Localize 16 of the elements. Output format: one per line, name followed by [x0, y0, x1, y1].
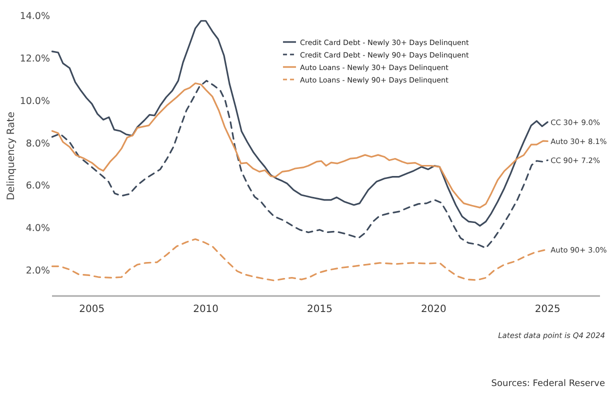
y-tick-label: 8.0% [26, 138, 50, 150]
y-axis-title: Delinquency Rate [6, 112, 17, 200]
source-note: Sources: Federal Reserve [491, 379, 606, 389]
x-tick-label: 2005 [79, 304, 105, 316]
y-tick-label: 10.0% [20, 96, 50, 107]
y-tick-label: 6.0% [26, 180, 50, 192]
line-series [51, 20, 548, 227]
x-tick-label: 2015 [307, 304, 332, 316]
x-tick-label: 2010 [193, 304, 219, 316]
x-tick-label: 2025 [534, 304, 560, 316]
y-tick-label: 4.0% [26, 223, 50, 234]
x-tick-label: 2020 [420, 304, 446, 316]
y-tick-label: 2.0% [26, 266, 50, 277]
line-series [51, 82, 548, 208]
y-tick-label: 14.0% [20, 11, 50, 22]
y-tick-label: 12.0% [20, 53, 50, 64]
